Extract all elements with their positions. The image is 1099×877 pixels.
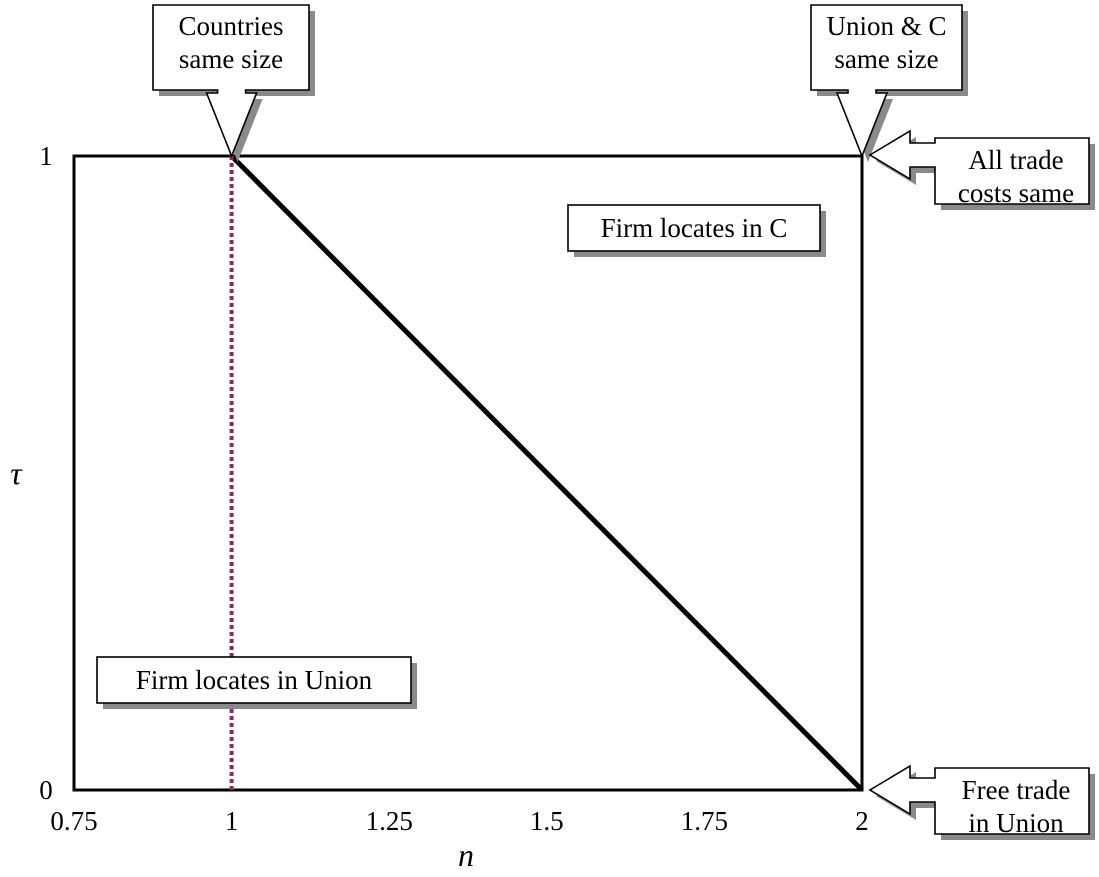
y-tick-label: 0 — [39, 775, 53, 805]
callout-text: Countries — [179, 11, 284, 41]
region-label-box: Firm locates in Union — [96, 656, 417, 709]
plot-frame — [72, 154, 864, 792]
x-tick-label: 2 — [855, 806, 869, 836]
y-axis-title: τ — [10, 455, 23, 491]
x-tick-label: 0.75 — [50, 806, 97, 836]
callout-text: Union & C — [826, 11, 946, 41]
callout-text: same size — [834, 44, 938, 74]
y-tick-label: 1 — [39, 141, 53, 171]
callout-text: Free trade — [962, 775, 1071, 805]
callout-text: same size — [179, 44, 283, 74]
region-label: Firm locates in Union — [136, 665, 373, 695]
x-tick-label: 1.5 — [530, 806, 564, 836]
region-label-box: Firm locates in C — [567, 204, 826, 257]
region-label: Firm locates in C — [601, 213, 788, 243]
x-axis-title: n — [458, 837, 474, 873]
callout-text: costs same — [958, 178, 1074, 208]
callout-text: in Union — [968, 808, 1064, 838]
callout-text: All trade — [968, 145, 1063, 175]
boundary-series-line — [229, 154, 864, 792]
x-tick-label: 1.25 — [366, 806, 413, 836]
x-tick-label: 1.75 — [681, 806, 728, 836]
x-tick-label: 1 — [225, 806, 239, 836]
